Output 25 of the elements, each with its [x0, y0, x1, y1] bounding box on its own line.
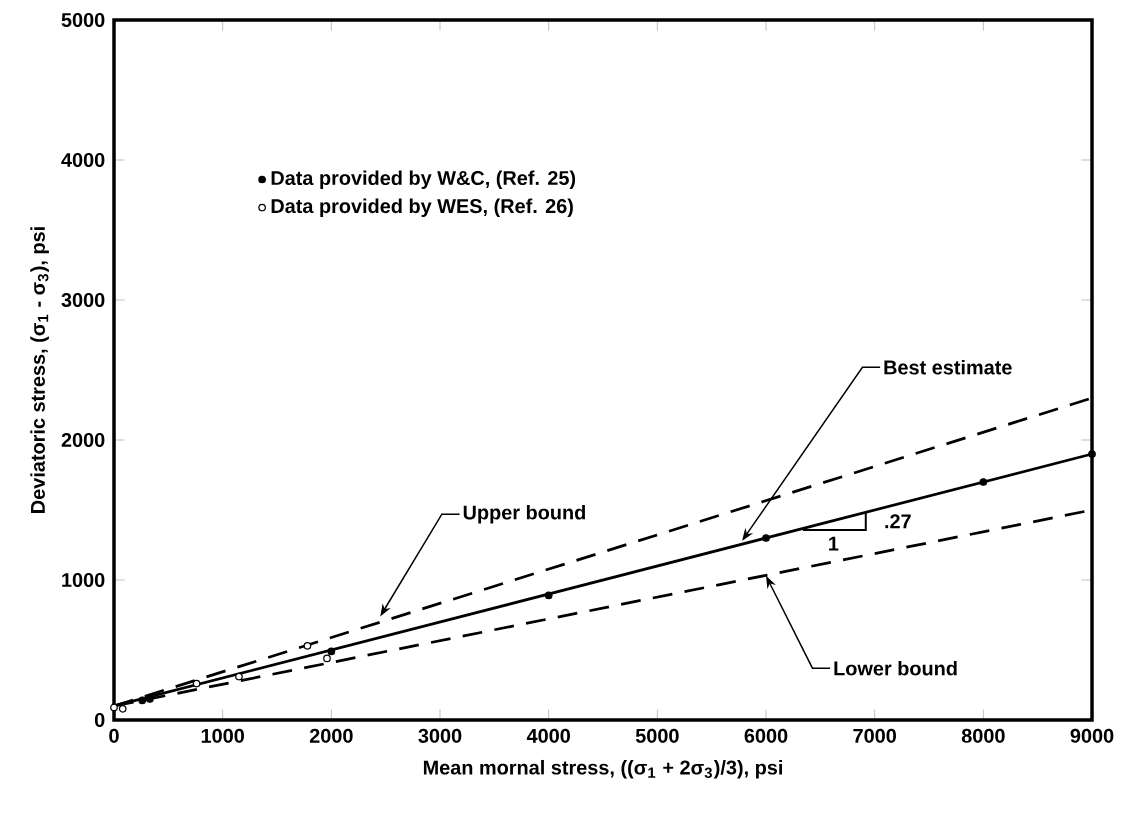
y-axis-title: Deviatoric stress, (σ$_{1}$ - σ$_{3}$), psi	[30, 227, 49, 513]
y-tick-label: 0	[94, 712, 105, 728]
legend-label: Data provided by W&C, (Ref. 25)	[271, 170, 576, 189]
y-tick-label: 2000	[61, 432, 105, 448]
x-axis-title: Mean mornal stress, ((σ$_{1}$ + 2σ$_{3}$)/3), psi	[423, 759, 783, 779]
x-tick-label: 6000	[744, 728, 788, 743]
x-tick-label: 2000	[309, 728, 353, 743]
legend-label: Data provided by WES, (Ref. 26)	[271, 198, 573, 218]
x-tick-label: 9000	[1070, 728, 1114, 743]
x-tick-label: 7000	[853, 728, 896, 743]
x-tick-label: 4000	[526, 728, 570, 743]
annotation: 1	[829, 536, 839, 551]
y-tick-label: 4000	[61, 152, 105, 168]
x-tick-label: 1000	[201, 728, 244, 743]
y-tick-label: 5000	[61, 12, 105, 28]
y-tick-label: 1000	[62, 572, 105, 588]
annotation: .27	[885, 514, 911, 529]
annotation: Best estimate	[884, 359, 1012, 375]
x-tick-label: 3000	[418, 728, 462, 743]
y-tick-label: 3000	[61, 292, 105, 308]
x-tick-label: 0	[109, 728, 119, 743]
x-tick-label: 5000	[635, 728, 679, 743]
annotation: Lower bound	[834, 660, 957, 676]
x-tick-label: 8000	[961, 728, 1005, 743]
annotation: Upper bound	[463, 504, 585, 524]
